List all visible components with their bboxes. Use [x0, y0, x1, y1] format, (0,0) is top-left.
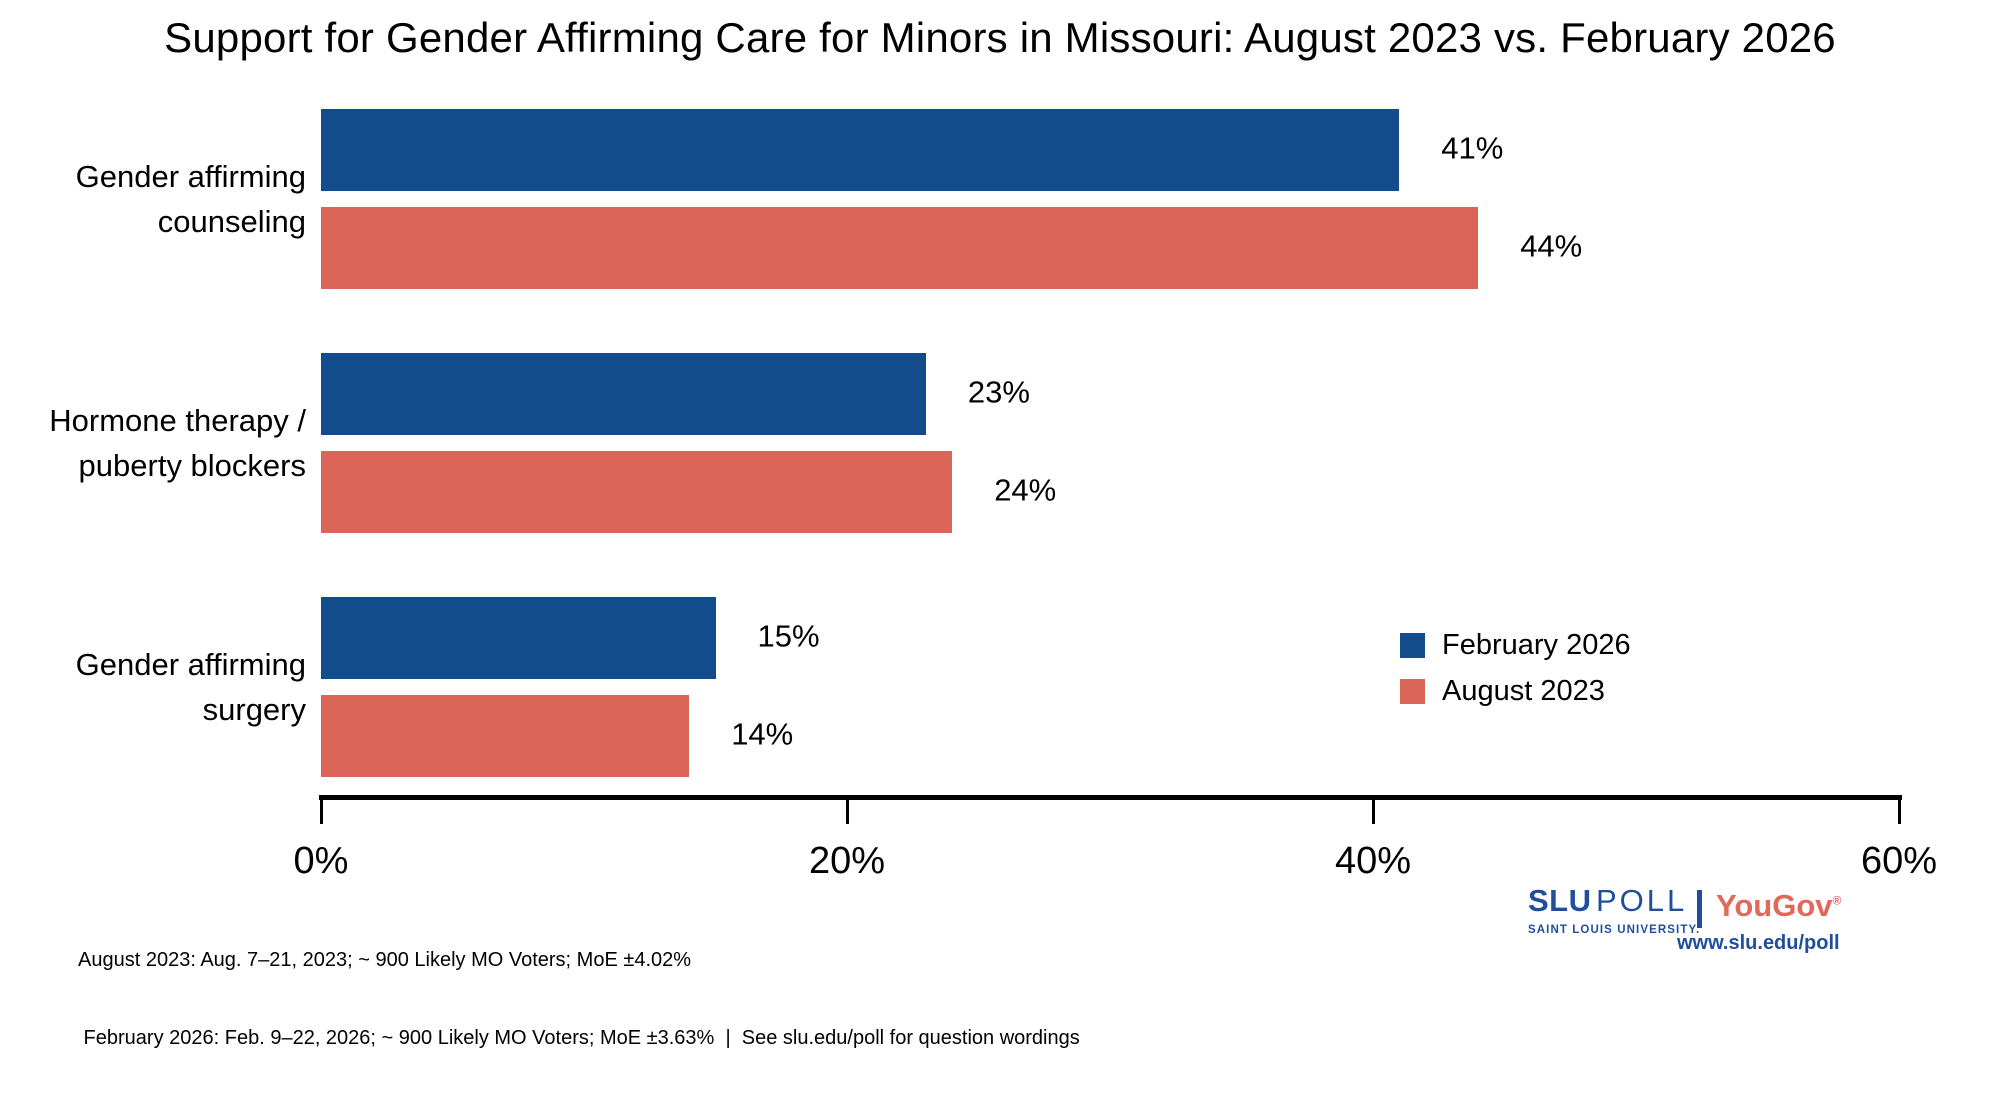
x-axis-tick	[1371, 800, 1375, 824]
bar-february-2026	[321, 353, 926, 435]
value-label: 23%	[967, 374, 1030, 410]
slu-poll-logo: SLU POLL	[1528, 883, 1948, 922]
x-axis-tick-label: 40%	[1334, 840, 1412, 882]
x-axis-tick	[845, 800, 849, 824]
x-axis-tick-label: 20%	[808, 840, 886, 882]
legend-item-august-2023: August 2023	[1400, 675, 1631, 708]
footnote-august-2023: August 2023: Aug. 7–21, 2023; ~ 900 Like…	[78, 949, 692, 971]
legend-item-february-2026: February 2026	[1400, 629, 1631, 662]
x-axis-tick-label: 60%	[1860, 840, 1938, 882]
footnotes: August 2023: Aug. 7–21, 2023; ~ 900 Like…	[78, 895, 1080, 1103]
value-label: 41%	[1441, 130, 1504, 166]
value-label: 24%	[994, 472, 1057, 508]
slu-poll-url: www.slu.edu/poll	[1677, 932, 1840, 954]
value-label: 44%	[1520, 228, 1583, 264]
legend-swatch-august-2023	[1400, 679, 1425, 704]
slu-university-text: SAINT LOUIS UNIVERSITY.	[1528, 924, 1701, 936]
legend-swatch-february-2026	[1400, 633, 1425, 658]
brand-divider	[1697, 890, 1702, 928]
chart-page: Support for Gender Affirming Care for Mi…	[49, 14, 1948, 1049]
footnote-february-2026: February 2026: Feb. 9–22, 2026; ~ 900 Li…	[78, 1027, 1080, 1049]
poll-logo-text: POLL	[1595, 883, 1688, 918]
bar-february-2026	[321, 597, 716, 679]
chart-title: Support for Gender Affirming Care for Mi…	[164, 14, 1836, 61]
value-label: 15%	[757, 618, 820, 654]
value-label: 14%	[731, 716, 794, 752]
bar-february-2026	[321, 109, 1400, 191]
legend: February 2026 August 2023	[1400, 629, 1631, 721]
x-axis-tick-label: 0%	[293, 840, 349, 882]
category-label: Hormone therapy / puberty blockers	[49, 403, 306, 483]
x-axis-tick	[1897, 800, 1901, 824]
bar-august-2023	[321, 451, 953, 533]
x-axis-tick	[319, 800, 323, 824]
bar-august-2023	[321, 695, 690, 777]
branding: SLU POLL SAINT LOUIS UNIVERSITY. YouGov®…	[1528, 883, 1948, 954]
category-label: Gender affirming counseling	[75, 159, 306, 239]
registered-mark: ®	[1832, 893, 1842, 908]
slu-logo-text: SLU	[1528, 883, 1592, 918]
bar-august-2023	[321, 207, 1479, 289]
x-axis-line	[319, 795, 1902, 800]
legend-label: February 2026	[1442, 629, 1631, 661]
yougov-logo: YouGov®	[1716, 888, 1842, 923]
legend-label: August 2023	[1442, 675, 1605, 707]
category-label: Gender affirming surgery	[75, 647, 306, 727]
